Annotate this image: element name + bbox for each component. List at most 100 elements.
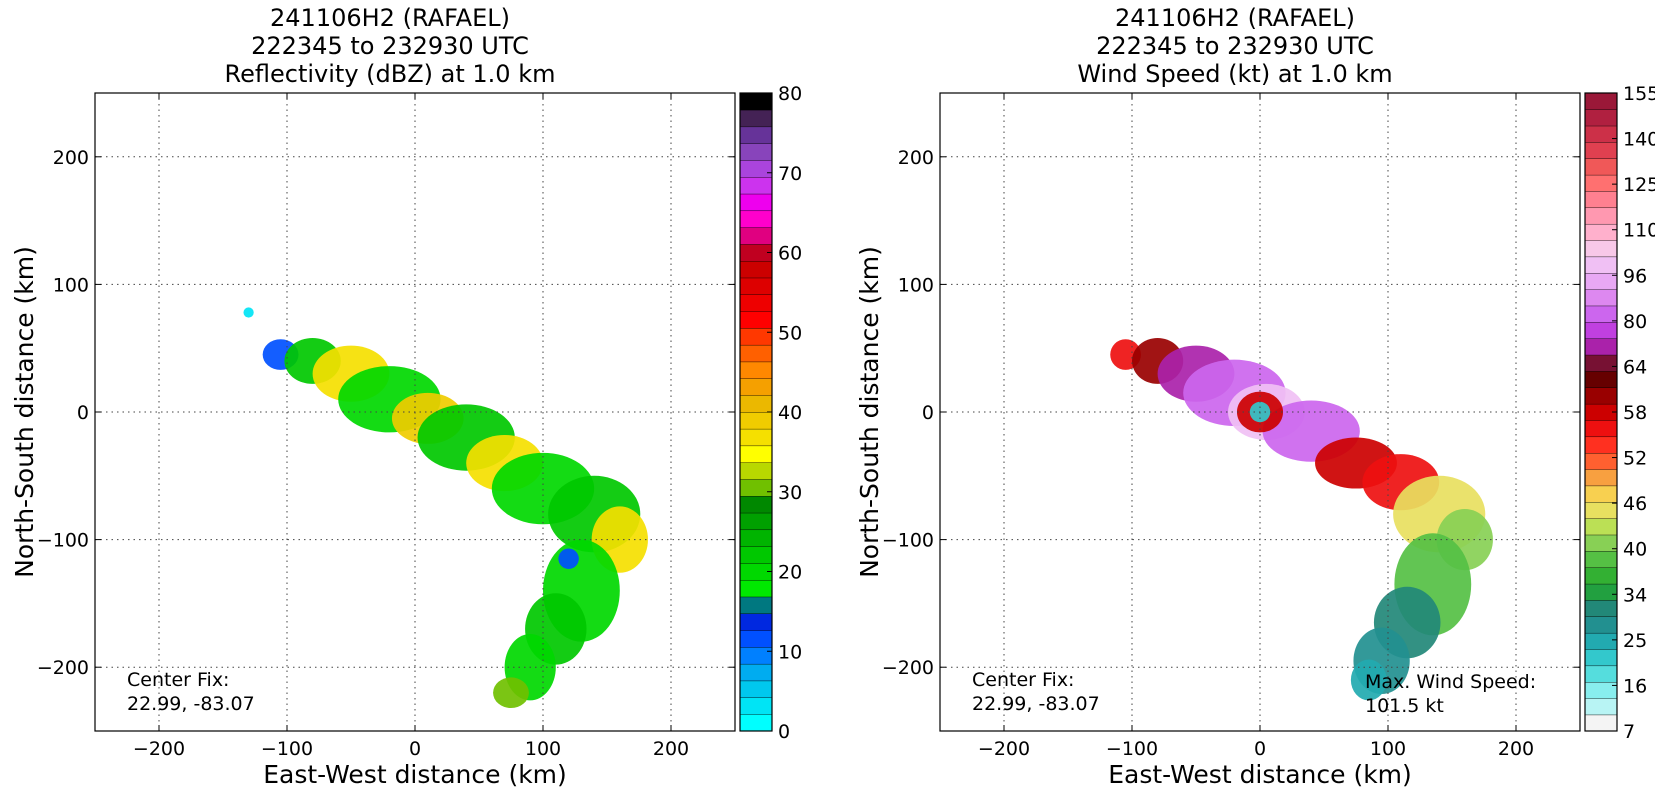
- right-colorbar-label: 155: [1623, 83, 1655, 105]
- right-colorbar: 7 16 25 34 40 46 52 58 64 80 96 110 125 140 155: [1584, 83, 1655, 743]
- right-chart-title: 241106H2 (RAFAEL) 222345 to 232930 UTC W…: [1077, 4, 1393, 88]
- left-colorbar-label: 0: [778, 721, 790, 743]
- right-ytick-label: 0: [922, 402, 934, 424]
- left-colorbar-swatch: [739, 680, 773, 698]
- right-colorbar-swatch: [1584, 174, 1618, 192]
- right-xtick-label: 200: [1498, 738, 1534, 760]
- left-colorbar-swatch: [739, 663, 773, 682]
- right-colorbar-swatch: [1584, 125, 1618, 143]
- left-ytick-label: −100: [37, 530, 89, 552]
- left-center-fix-label: 22.99, -83.07: [127, 693, 255, 715]
- right-colorbar-swatch: [1584, 305, 1618, 323]
- right-ytick-label: 100: [898, 274, 934, 296]
- right-xtick-label: 100: [1370, 738, 1406, 760]
- right-colorbar-label: 52: [1623, 448, 1647, 470]
- left-xtick-label: 0: [409, 738, 421, 760]
- left-xaxis-label: East-West distance (km): [263, 760, 567, 787]
- right-colorbar-label: 58: [1623, 402, 1647, 424]
- left-colorbar-swatch: [739, 495, 773, 514]
- left-colorbar-swatch: [739, 159, 773, 178]
- left-colorbar-label: 30: [778, 482, 802, 504]
- left-colorbar-swatch: [739, 630, 773, 648]
- right-colorbar-swatch: [1584, 223, 1618, 241]
- left-ytick-label: −200: [37, 657, 89, 679]
- left-echo-14: [558, 548, 579, 569]
- right-colorbar-swatch: [1584, 665, 1618, 683]
- left-colorbar-label: 80: [778, 83, 802, 105]
- left-colorbar-swatch: [739, 311, 773, 329]
- right-colorbar-swatch: [1584, 698, 1618, 716]
- left-colorbar-label: 40: [778, 402, 802, 424]
- right-colorbar-label: 96: [1623, 265, 1647, 287]
- right-colorbar-label: 25: [1623, 630, 1647, 652]
- right-colorbar-label: 110: [1623, 220, 1655, 242]
- right-ytick-label: −200: [882, 657, 934, 679]
- right-colorbar-swatch: [1584, 616, 1618, 634]
- right-center-fix-label: 22.99, -83.07: [972, 693, 1100, 715]
- left-colorbar-swatch: [739, 529, 773, 547]
- left-colorbar-swatch: [739, 210, 773, 228]
- left-colorbar-swatch: [739, 445, 773, 463]
- right-yaxis-label: North-South distance (km): [855, 246, 884, 578]
- left-xtick-label: −100: [261, 738, 313, 760]
- left-colorbar-swatch: [739, 109, 773, 128]
- right-colorbar-label: 46: [1623, 493, 1647, 515]
- right-colorbar-label: 80: [1623, 311, 1647, 333]
- right-colorbar-swatch: [1584, 599, 1618, 617]
- left-colorbar-swatch: [739, 327, 773, 346]
- left-colorbar-swatch: [739, 227, 773, 245]
- right-colorbar-swatch: [1584, 632, 1618, 650]
- right-colorbar-swatch: [1584, 338, 1618, 356]
- right-colorbar-swatch: [1584, 419, 1618, 438]
- right-xaxis-label: East-West distance (km): [1108, 760, 1412, 787]
- right-colorbar-swatch: [1584, 354, 1618, 372]
- right-ytick-label: 200: [898, 147, 934, 169]
- left-colorbar-swatch: [739, 546, 773, 564]
- right-colorbar-swatch: [1584, 141, 1618, 159]
- left-xtick-label: 100: [525, 738, 561, 760]
- left-colorbar-label: 70: [778, 163, 802, 185]
- right-colorbar-swatch: [1584, 469, 1618, 487]
- right-colorbar-swatch: [1584, 518, 1618, 536]
- right-colorbar-label: 7: [1623, 721, 1635, 743]
- left-colorbar: 0 10 20 30 40 50 60 70 80: [739, 83, 802, 743]
- left-echo-13: [493, 677, 529, 709]
- right-colorbar-swatch: [1584, 207, 1618, 225]
- right-xtick-label: −100: [1106, 738, 1158, 760]
- left-colorbar-label: 10: [778, 641, 802, 663]
- left-colorbar-swatch: [739, 428, 773, 447]
- right-colorbar-label: 140: [1623, 129, 1655, 151]
- right-colorbar-swatch: [1584, 583, 1618, 601]
- left-ytick-label: 100: [53, 274, 89, 296]
- right-center-fix-label: Center Fix:: [972, 669, 1074, 691]
- left-colorbar-swatch: [739, 411, 773, 430]
- right-field: [1110, 337, 1493, 701]
- right-colorbar-label: 64: [1623, 356, 1647, 378]
- right-colorbar-swatch: [1584, 109, 1618, 127]
- right-colorbar-swatch: [1584, 190, 1618, 209]
- right-colorbar-label: 125: [1623, 174, 1655, 196]
- right-xtick-label: 0: [1254, 738, 1266, 760]
- left-colorbar-label: 60: [778, 243, 802, 265]
- right-xtick-label: −200: [978, 738, 1030, 760]
- right-colorbar-swatch: [1584, 681, 1618, 699]
- left-colorbar-swatch: [739, 260, 773, 279]
- left-colorbar-label: 20: [778, 562, 802, 584]
- left-colorbar-swatch: [739, 378, 773, 396]
- right-colorbar-swatch: [1584, 321, 1618, 339]
- right-ytick-label: −100: [882, 530, 934, 552]
- right-panel: −200 −100 0 100 200 −200 −100 0 100 200 East-West …: [855, 83, 1655, 787]
- right-colorbar-swatch: [1584, 289, 1618, 307]
- left-center-fix-label: Center Fix:: [127, 669, 229, 691]
- left-xtick-label: −200: [133, 738, 185, 760]
- right-colorbar-swatch: [1584, 501, 1618, 519]
- right-colorbar-swatch: [1584, 714, 1618, 732]
- left-colorbar-swatch: [739, 697, 773, 715]
- right-colorbar-label: 40: [1623, 539, 1647, 561]
- right-colorbar-swatch: [1584, 567, 1618, 585]
- left-colorbar-swatch: [739, 462, 773, 480]
- left-colorbar-swatch: [739, 596, 773, 614]
- left-ytick-label: 0: [77, 402, 89, 424]
- right-echo-13: [1350, 659, 1387, 701]
- left-colorbar-swatch: [739, 361, 773, 379]
